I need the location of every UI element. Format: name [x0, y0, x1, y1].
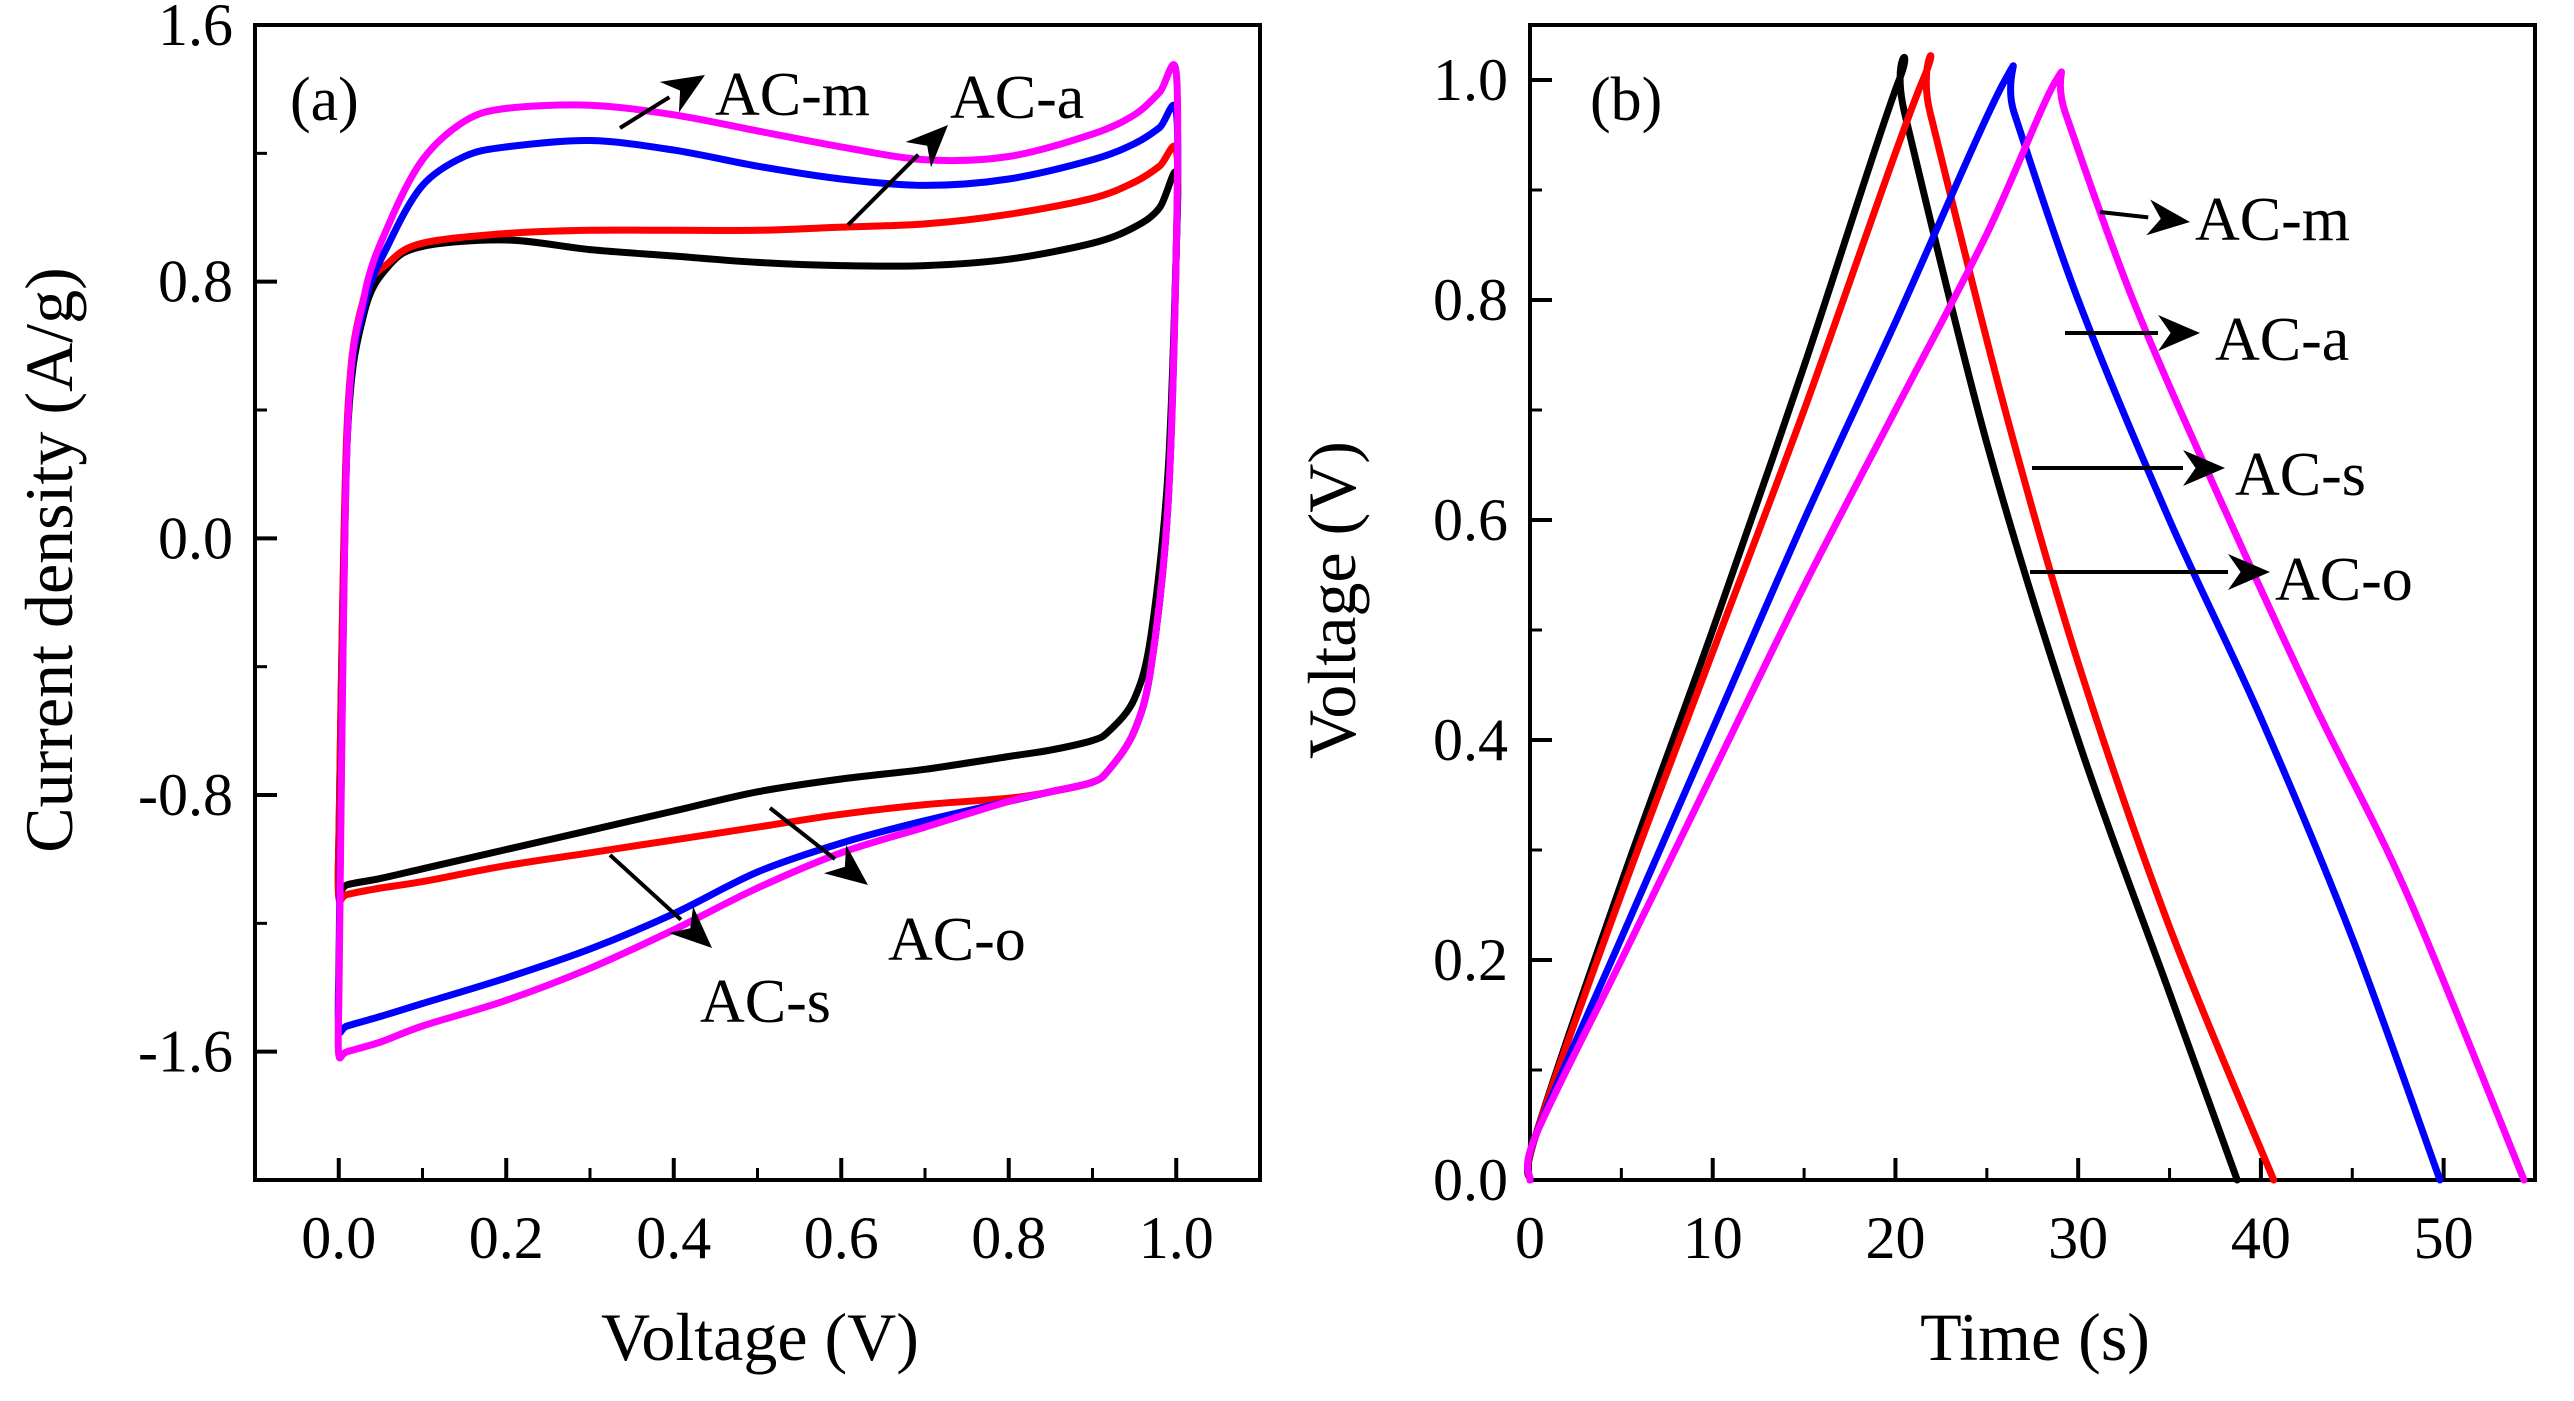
panel-a-y-tick-label: 0.0 [158, 505, 233, 571]
panel-a-annotation-arrow-shaft [608, 853, 683, 922]
panel-b-y-tick-label: 0.0 [1433, 1147, 1508, 1213]
panel-a-annotation-ac-a: AC-a [950, 64, 1084, 132]
panel-a-series-ac-o [334, 168, 1182, 897]
panel-a-x-tick-label: 0.4 [636, 1205, 711, 1271]
panel-b-x-tick-label: 40 [2231, 1205, 2291, 1271]
panel-a-label: (a) [290, 66, 359, 134]
panel-b-ticks: 0 10 20 30 40 50 0.0 0.2 0.4 0.6 0.8 1.0 [1433, 47, 2474, 1271]
panel-b-x-tick-label: 10 [1683, 1205, 1743, 1271]
panel-b-y-axis-title: Voltage (V) [1294, 441, 1370, 759]
panel-a-annotation-arrow-shaft [768, 806, 837, 861]
panel-a-annotation-arrow-head [823, 844, 868, 885]
panel-b-annotation-ac-m: AC-m [2195, 186, 2350, 254]
panel-b-label: (b) [1590, 66, 1662, 134]
panel-b-annotation-ac-o: AC-o [2275, 546, 2413, 614]
panel-b-y-tick-label: 1.0 [1433, 47, 1508, 113]
panel-b-annotation-arrow-head [2228, 554, 2270, 590]
panel-b-x-axis-title: Time (s) [1920, 1299, 2150, 1375]
panel-b-series-ac-m [1524, 68, 2528, 1184]
panel-b-annotation-arrow-head [2183, 450, 2225, 486]
panel-a-y-tick-label: -1.6 [138, 1019, 233, 1085]
panel-a-y-tick-label: -0.8 [138, 762, 233, 828]
panel-a-annotation-ac-m: AC-m [715, 61, 870, 129]
panel-a-y-tick-label: 1.6 [158, 0, 233, 58]
panel-b-annotation-ac-a: AC-a [2215, 306, 2349, 374]
panel-b-annotation-arrow-head [2146, 199, 2190, 236]
panel-a-annotation-arrows [608, 75, 948, 948]
panel-b-annotation-arrow-shaft [2099, 210, 2149, 220]
panel-b-annotation-ac-s: AC-s [2235, 441, 2366, 509]
panel-a: 0.0 0.2 0.4 0.6 0.8 1.01.60.80.0-0.8-1.6 (a) … [11, 0, 1262, 1375]
panel-b-x-tick-label: 30 [2048, 1205, 2108, 1271]
panel-a-annotation-arrow-head [659, 75, 705, 113]
panel-b-y-tick-label: 0.8 [1433, 267, 1508, 333]
panel-a-x-tick-label: 0.6 [804, 1205, 879, 1271]
panel-a-annotation-arrow-head [668, 906, 712, 948]
panel-b-series-ac-s [1524, 62, 2444, 1184]
panel-b-y-tick-label: 0.4 [1433, 707, 1508, 773]
panel-a-series [334, 61, 1182, 1062]
panel-a-x-tick-label: 0.8 [971, 1205, 1046, 1271]
panel-a-y-tick-label: 0.8 [158, 249, 233, 315]
panel-b-series-ac-a [1524, 52, 2278, 1184]
panel-b-series [1524, 52, 2528, 1184]
panel-a-x-tick-label: 0.2 [469, 1205, 544, 1271]
panel-a-annotation-ac-s: AC-s [700, 968, 831, 1036]
panel-a-ticks: 0.0 0.2 0.4 0.6 0.8 1.0 1.6 0.8 0.0 -0.8 -1.6 [138, 0, 1214, 1271]
panel-a-annotation-arrow-head [905, 125, 948, 168]
panel-b-annotation-arrow-head [2158, 315, 2200, 351]
panel-b-y-tick-label: 0.2 [1433, 927, 1508, 993]
panel-a-x-tick-label: 1.0 [1139, 1205, 1214, 1271]
panel-b-y-tick-label: 0.6 [1433, 487, 1508, 553]
panel-b-x-tick-label: 50 [2414, 1205, 2474, 1271]
panel-a-annotation-arrow-shaft [618, 95, 671, 130]
panel-a-y-axis-title: Current density (A/g) [11, 267, 87, 852]
panel-a-x-tick-label: 0.0 [301, 1205, 376, 1271]
panel-a-annotation-arrow-shaft [846, 153, 920, 227]
panel-b: 0 10 20 30 40 50 0.0 0.2 0.4 0.6 0.8 1.0 (b) Time (… [1294, 23, 2537, 1375]
panel-b-series-ac-o [1524, 54, 2241, 1184]
panel-a-x-axis-title: Voltage (V) [601, 1299, 919, 1375]
panel-b-frame [1528, 23, 2537, 1182]
panel-b-x-tick-label: 0 [1515, 1205, 1545, 1271]
panel-b-x-tick-label: 20 [1865, 1205, 1925, 1271]
panel-a-series-ac-m [334, 61, 1182, 1062]
panel-a-annotation-ac-o: AC-o [888, 906, 1026, 974]
panel-b-annotation-arrows [2030, 199, 2270, 590]
